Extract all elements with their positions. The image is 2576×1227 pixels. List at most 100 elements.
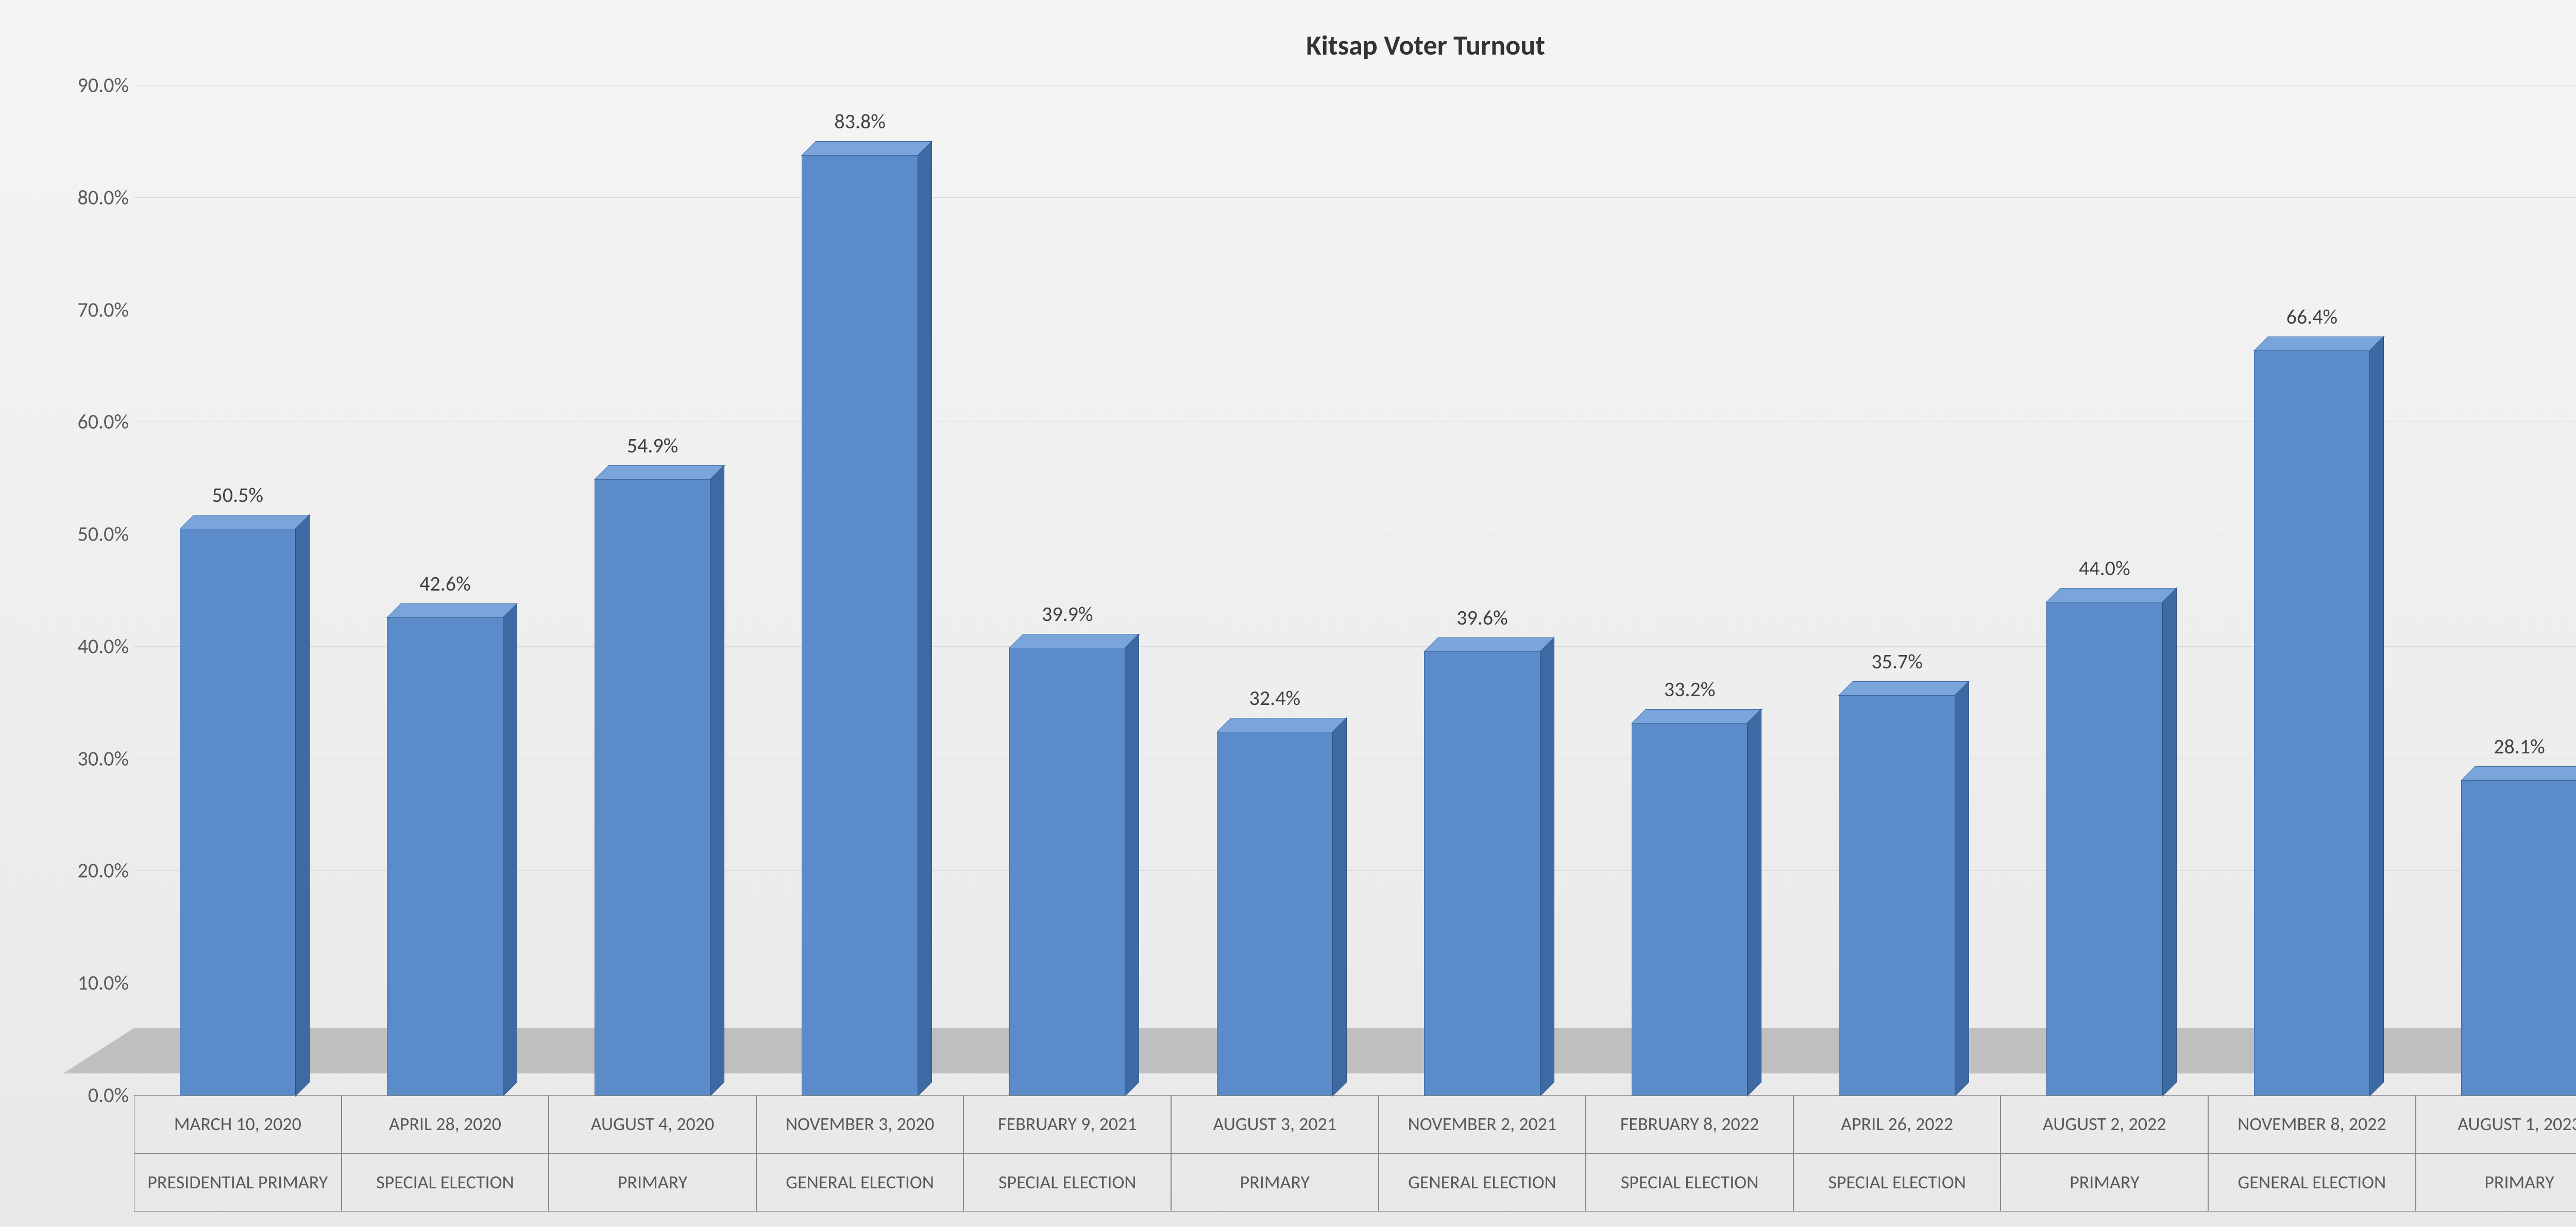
x-category-group: FEBRUARY 8, 2022SPECIAL ELECTION — [1586, 1095, 1793, 1212]
bar: 39.9% — [1009, 647, 1125, 1095]
data-label: 83.8% — [834, 109, 886, 134]
bar: 33.2% — [1632, 722, 1748, 1095]
x-category-group: NOVEMBER 3, 2020GENERAL ELECTION — [756, 1095, 964, 1212]
data-label: 42.6% — [419, 571, 471, 596]
x-category-group: NOVEMBER 8, 2022GENERAL ELECTION — [2208, 1095, 2416, 1212]
bar-front — [180, 528, 297, 1096]
x-category-date: NOVEMBER 2, 2021 — [1379, 1095, 1586, 1153]
y-tick-label: 0.0% — [88, 1083, 129, 1108]
x-category-type: PRIMARY — [1171, 1153, 1379, 1212]
x-category-type: PRESIDENTIAL PRIMARY — [134, 1153, 342, 1212]
x-category-type: PRIMARY — [2001, 1153, 2208, 1212]
chart-container: Kitsap Voter Turnout 0.0%10.0%20.0%30.0%… — [0, 0, 2576, 1227]
bar-top — [1423, 637, 1555, 652]
bar-top — [386, 603, 518, 618]
bar-side — [2369, 336, 2384, 1097]
bar-front — [1424, 651, 1541, 1096]
bar-top — [1216, 718, 1348, 732]
x-category-type: SPECIAL ELECTION — [1586, 1153, 1793, 1212]
bar-side — [1125, 633, 1139, 1097]
bar-side — [2162, 587, 2177, 1097]
data-label: 39.6% — [1456, 605, 1508, 630]
bar-side — [1747, 709, 1761, 1097]
x-category-date: AUGUST 1, 2023 — [2416, 1095, 2576, 1153]
bar-top — [594, 465, 725, 480]
y-tick-label: 30.0% — [77, 746, 129, 771]
bar-slot: 83.8% — [756, 85, 964, 1095]
bar-top — [1009, 634, 1140, 648]
x-category-type: SPECIAL ELECTION — [342, 1153, 549, 1212]
bar-slot: 28.1% — [2416, 85, 2576, 1095]
bar-front — [1632, 722, 1749, 1096]
x-category-date: APRIL 26, 2022 — [1793, 1095, 2001, 1153]
bar-front — [595, 479, 711, 1096]
bar-slot: 44.0% — [2001, 85, 2208, 1095]
bar: 35.7% — [1839, 695, 1955, 1095]
bar-front — [387, 617, 504, 1096]
bar-side — [1332, 717, 1347, 1097]
bar-front — [2461, 780, 2576, 1096]
x-category-type: GENERAL ELECTION — [756, 1153, 964, 1212]
bars-row: 50.5% 42.6% 54.9% 83.8% 39.9% 32.4% 39.6% 33.2%… — [134, 85, 2576, 1095]
bar-side — [710, 465, 724, 1097]
x-category-date: MARCH 10, 2020 — [134, 1095, 342, 1153]
x-category-type: SPECIAL ELECTION — [1793, 1153, 2001, 1212]
bar-front — [2046, 601, 2163, 1096]
bar-slot: 39.6% — [1379, 85, 1586, 1095]
bar-front — [2254, 350, 2371, 1096]
bar: 39.6% — [1424, 651, 1540, 1095]
bar: 66.4% — [2254, 350, 2370, 1095]
bar-side — [503, 603, 517, 1097]
bar-side — [918, 141, 932, 1097]
chart-title: Kitsap Voter Turnout — [1306, 28, 1545, 62]
y-tick-label: 50.0% — [77, 522, 129, 547]
plot-area: 50.5% 42.6% 54.9% 83.8% 39.9% 32.4% 39.6% 33.2%… — [134, 85, 2576, 1095]
bar-top — [1838, 681, 1970, 696]
x-category-date: NOVEMBER 3, 2020 — [756, 1095, 964, 1153]
bar: 83.8% — [802, 155, 918, 1095]
bar-slot: 54.9% — [549, 85, 756, 1095]
bar-slot: 42.6% — [342, 85, 549, 1095]
data-label: 44.0% — [2079, 556, 2130, 581]
bar: 28.1% — [2461, 780, 2576, 1095]
bar-top — [2253, 337, 2385, 351]
x-category-group: APRIL 26, 2022SPECIAL ELECTION — [1793, 1095, 2001, 1212]
x-category-type: GENERAL ELECTION — [1379, 1153, 1586, 1212]
x-category-date: APRIL 28, 2020 — [342, 1095, 549, 1153]
x-category-group: NOVEMBER 2, 2021GENERAL ELECTION — [1379, 1095, 1586, 1212]
x-category-group: AUGUST 2, 2022PRIMARY — [2001, 1095, 2208, 1212]
y-tick-label: 80.0% — [77, 184, 129, 210]
bar-slot: 33.2% — [1586, 85, 1793, 1095]
x-category-type: SPECIAL ELECTION — [963, 1153, 1171, 1212]
bar: 42.6% — [387, 617, 503, 1095]
data-label: 66.4% — [2286, 304, 2338, 329]
y-tick-label: 10.0% — [77, 970, 129, 996]
bar-side — [295, 514, 310, 1097]
x-category-group: AUGUST 4, 2020PRIMARY — [549, 1095, 756, 1212]
x-category-date: FEBRUARY 9, 2021 — [963, 1095, 1171, 1153]
bar: 44.0% — [2046, 601, 2162, 1095]
y-tick-label: 40.0% — [77, 633, 129, 659]
bar-top — [2046, 588, 2177, 602]
bar-slot: 66.4% — [2208, 85, 2416, 1095]
data-label: 33.2% — [1664, 677, 1716, 702]
x-category-date: AUGUST 2, 2022 — [2001, 1095, 2208, 1153]
x-axis: MARCH 10, 2020PRESIDENTIAL PRIMARYAPRIL … — [134, 1095, 2576, 1212]
x-category-date: AUGUST 3, 2021 — [1171, 1095, 1379, 1153]
x-category-group: APRIL 28, 2020SPECIAL ELECTION — [342, 1095, 549, 1212]
bar-front — [1839, 695, 1956, 1096]
x-category-type: PRIMARY — [2416, 1153, 2576, 1212]
data-label: 39.9% — [1042, 601, 1093, 627]
bar-slot: 50.5% — [134, 85, 342, 1095]
x-category-type: PRIMARY — [549, 1153, 756, 1212]
data-label: 35.7% — [1871, 649, 1923, 674]
bar-side — [1540, 637, 1554, 1097]
bar-top — [2461, 766, 2576, 781]
bar-front — [1217, 731, 1334, 1096]
data-label: 32.4% — [1249, 685, 1301, 711]
data-label: 54.9% — [627, 433, 679, 458]
bar-top — [801, 141, 933, 156]
bar-top — [1631, 709, 1762, 724]
x-category-group: FEBRUARY 9, 2021SPECIAL ELECTION — [963, 1095, 1171, 1212]
x-category-type: GENERAL ELECTION — [2208, 1153, 2416, 1212]
